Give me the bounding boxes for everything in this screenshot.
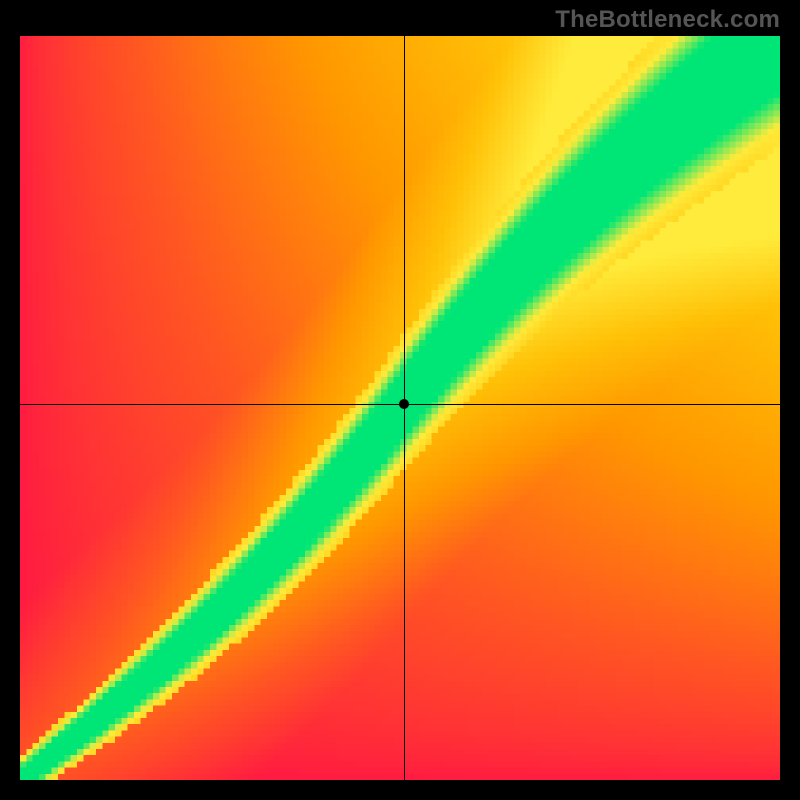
marker-dot <box>399 399 409 409</box>
plot-area <box>20 36 780 780</box>
watermark-text: TheBottleneck.com <box>555 6 780 34</box>
chart-container: TheBottleneck.com <box>0 0 800 800</box>
